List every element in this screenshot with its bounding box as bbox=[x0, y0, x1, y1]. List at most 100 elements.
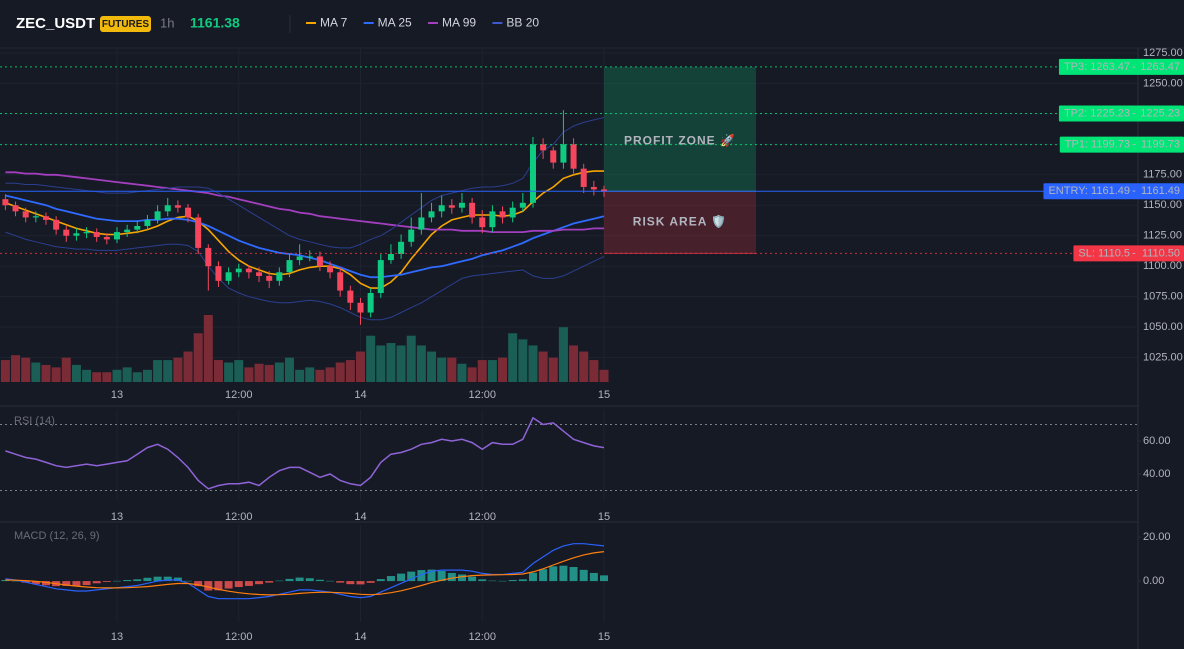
volume-bar bbox=[61, 357, 71, 382]
volume-bar bbox=[203, 315, 213, 382]
macd-histogram-bar bbox=[326, 580, 335, 582]
y-tick-label: 20.00 bbox=[1143, 531, 1171, 543]
volume-bar bbox=[142, 369, 152, 382]
panel-title: MACD (12, 26, 9) bbox=[14, 530, 100, 542]
interval[interactable]: 1h bbox=[160, 15, 174, 30]
macd-histogram-bar bbox=[559, 565, 568, 582]
level-label: TP2: 1225.23 bbox=[1064, 107, 1130, 119]
volume-bar bbox=[264, 364, 274, 382]
volume-bar bbox=[437, 357, 447, 382]
candle-body bbox=[570, 144, 577, 169]
macd-histogram-bar bbox=[386, 576, 395, 582]
level-tag-bg bbox=[1043, 183, 1184, 200]
volume-bar bbox=[345, 360, 355, 382]
level-tag-sep: - bbox=[1132, 139, 1136, 151]
x-tick-label: 15 bbox=[598, 389, 610, 401]
candle-body bbox=[266, 275, 273, 281]
macd-line bbox=[5, 551, 605, 596]
macd-histogram-bar bbox=[579, 569, 588, 582]
macd-histogram-bar bbox=[31, 581, 40, 585]
level-label: TP1: 1199.73 bbox=[1065, 139, 1130, 151]
x-tick-label: 13 bbox=[111, 631, 123, 643]
level-axis-label: 1225.23 bbox=[1140, 107, 1180, 119]
macd-histogram-bar bbox=[72, 581, 81, 586]
macd-histogram-bar bbox=[498, 580, 507, 582]
level-tag-sep: - bbox=[1132, 61, 1136, 73]
candle-body bbox=[154, 211, 161, 220]
last-price: 1161.38 bbox=[190, 15, 240, 31]
volume-bar bbox=[366, 335, 376, 382]
volume-bar bbox=[427, 351, 437, 382]
volume-bar bbox=[498, 357, 508, 382]
y-tick-label: 0.00 bbox=[1143, 575, 1164, 587]
macd-histogram-bar bbox=[204, 581, 213, 591]
volume-bar bbox=[21, 357, 31, 382]
candle-body bbox=[519, 202, 526, 208]
candle-body bbox=[377, 260, 384, 294]
volume-bar bbox=[396, 345, 406, 382]
volume-bar bbox=[599, 369, 609, 382]
macd-histogram-bar bbox=[62, 581, 71, 586]
candle-body bbox=[32, 216, 39, 218]
candle-body bbox=[509, 207, 516, 218]
y-tick-label: 40.00 bbox=[1143, 468, 1171, 480]
volume-bar bbox=[528, 345, 538, 382]
candle-body bbox=[529, 144, 536, 203]
x-tick-label: 13 bbox=[111, 389, 123, 401]
level-tag-sep: - bbox=[1132, 247, 1136, 259]
candle-body bbox=[580, 168, 587, 187]
futures-badge: FUTURES bbox=[102, 19, 150, 30]
candle-body bbox=[479, 217, 486, 228]
candle-body bbox=[428, 211, 435, 218]
macd-histogram-bar bbox=[123, 579, 132, 582]
level-tag-sep: - bbox=[1132, 185, 1136, 197]
macd-histogram-bar bbox=[41, 581, 50, 586]
volume-bar bbox=[274, 362, 284, 382]
macd-histogram-bar bbox=[468, 576, 477, 582]
candle-body bbox=[489, 211, 496, 228]
volume-bar bbox=[31, 362, 41, 382]
macd-histogram-bar bbox=[11, 580, 20, 582]
volume-bar bbox=[376, 345, 386, 382]
level-tag-sep: - bbox=[1132, 107, 1136, 119]
macd-histogram-bar bbox=[305, 578, 314, 582]
zone bbox=[604, 191, 756, 254]
level-axis-label: 1263.47 bbox=[1140, 61, 1180, 73]
macd-histogram-bar bbox=[549, 566, 558, 582]
zone-label: PROFIT ZONE 🚀 bbox=[624, 134, 736, 148]
volume-bar bbox=[224, 362, 234, 382]
level-label: SL: 1110.5 bbox=[1078, 247, 1130, 259]
macd-histogram-bar bbox=[336, 581, 345, 583]
candle-body bbox=[164, 205, 171, 212]
candle-body bbox=[235, 268, 242, 273]
macd-histogram-bar bbox=[275, 580, 284, 582]
candle-body bbox=[103, 236, 110, 240]
macd-histogram-bar bbox=[194, 581, 203, 587]
volume-bar bbox=[234, 360, 244, 382]
candle-body bbox=[367, 293, 374, 313]
macd-histogram-bar bbox=[153, 576, 162, 582]
x-tick-label: 14 bbox=[354, 389, 366, 401]
x-tick-label: 14 bbox=[354, 631, 366, 643]
volume-bar bbox=[71, 364, 81, 382]
volume-bar bbox=[416, 345, 426, 382]
macd-histogram-bar bbox=[600, 575, 608, 582]
candle-body bbox=[550, 150, 557, 163]
macd-histogram-bar bbox=[315, 579, 324, 582]
indicator-line bbox=[5, 194, 605, 279]
candle-body bbox=[458, 202, 465, 208]
y-tick-label: 1050.00 bbox=[1143, 321, 1183, 333]
candle-body bbox=[306, 256, 313, 258]
macd-histogram-bar bbox=[539, 569, 548, 582]
macd-histogram-bar bbox=[92, 581, 101, 584]
level-axis-label: 1110.50 bbox=[1142, 247, 1180, 259]
x-tick-label: 12:00 bbox=[225, 631, 253, 643]
macd-histogram-bar bbox=[244, 581, 253, 586]
volume-bar bbox=[508, 333, 518, 382]
candle-body bbox=[448, 205, 455, 208]
y-tick-label: 1075.00 bbox=[1143, 291, 1183, 303]
candle-body bbox=[357, 302, 364, 313]
candle-body bbox=[114, 232, 121, 240]
level-tag-bg bbox=[1058, 105, 1184, 122]
macd-histogram-bar bbox=[346, 581, 355, 585]
